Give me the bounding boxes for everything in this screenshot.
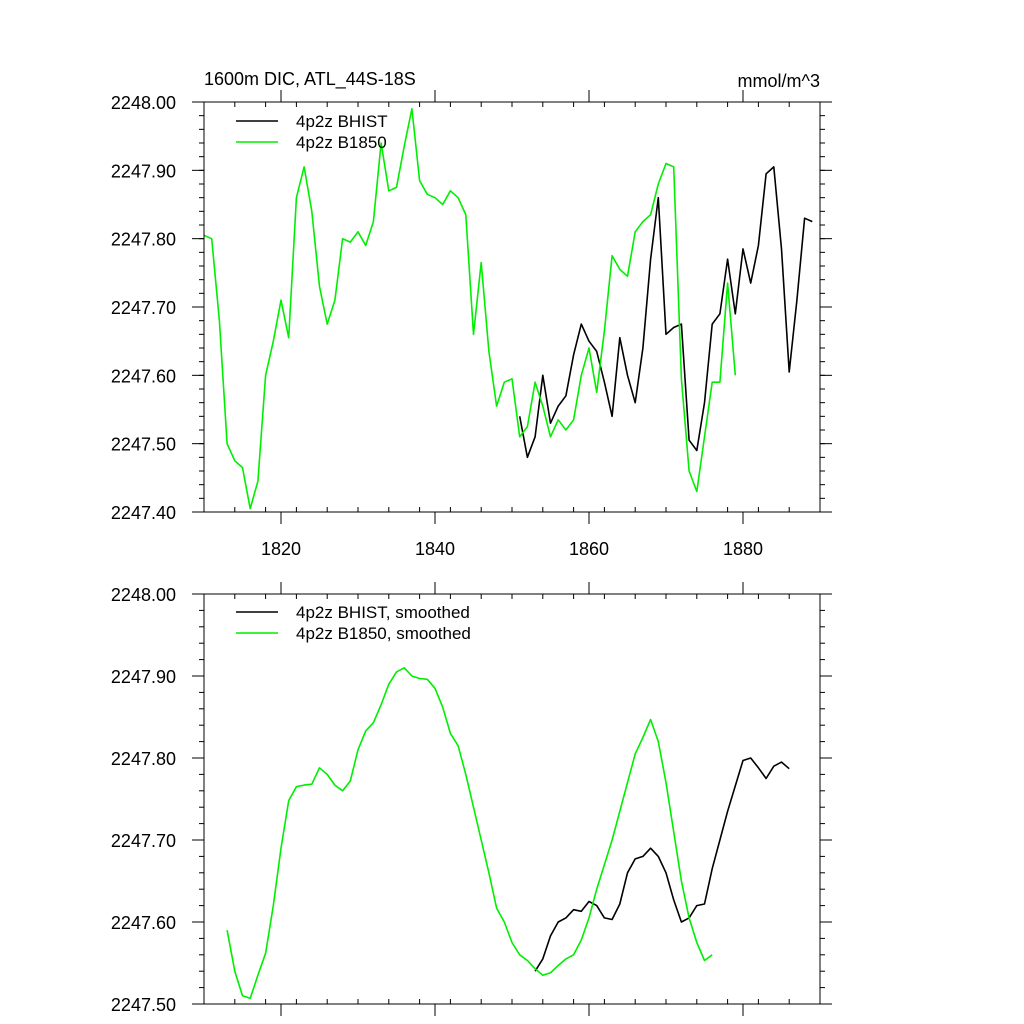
bottom-y-tick-label: 2248.00 [111, 585, 176, 605]
chart-title: 1600m DIC, ATL_44S-18S [204, 69, 416, 90]
bottom-axes: 2247.50 2247.60 2247.70 2247.80 2247.90 2248.… [111, 582, 832, 1016]
top-series-line-b1850 [203, 108, 737, 510]
top-y-tick-label: 2247.90 [111, 161, 176, 181]
top-y-tick-label: 2248.00 [111, 93, 176, 113]
bottom-series-group [226, 666, 790, 1000]
top-legend-label-b1850: 4p2z B1850 [296, 133, 387, 152]
bottom-series-line-b1850 [226, 666, 713, 1000]
bottom-y-tick-label: 2247.50 [111, 995, 176, 1015]
top-y-tick-label: 2247.80 [111, 230, 176, 250]
bottom-legend-label-bhist: 4p2z BHIST, smoothed [296, 603, 470, 622]
bottom-y-tick-label: 2247.80 [111, 749, 176, 769]
top-legend: 4p2z BHIST 4p2z B1850 [236, 112, 388, 152]
bottom-series-line-bhist [534, 757, 790, 972]
top-y-tick-label: 2247.40 [111, 503, 176, 523]
top-y-tick-label: 2247.70 [111, 298, 176, 318]
top-plot-frame [203, 101, 821, 513]
bottom-y-tick-label: 2247.90 [111, 667, 176, 687]
top-axes: 1820 1840 1860 1880 2247.40 2247.50 2247.60 224… [111, 90, 832, 559]
top-x-tick-label: 1880 [723, 539, 763, 559]
top-y-tick-label: 2247.60 [111, 366, 176, 386]
bottom-legend: 4p2z BHIST, smoothed 4p2z B1850, smoothe… [236, 603, 471, 643]
bottom-legend-label-b1850: 4p2z B1850, smoothed [296, 624, 471, 643]
top-x-tick-label: 1820 [261, 539, 301, 559]
bottom-y-tick-label: 2247.70 [111, 831, 176, 851]
top-y-tick-label: 2247.50 [111, 435, 176, 455]
top-panel: 1600m DIC, ATL_44S-18S mmol/m^3 1820 1840… [111, 69, 832, 559]
top-series-line-bhist [518, 166, 813, 459]
bottom-panel: 2247.50 2247.60 2247.70 2247.80 2247.90 2248.… [111, 582, 832, 1016]
top-x-tick-label: 1840 [415, 539, 455, 559]
bottom-y-tick-label: 2247.60 [111, 913, 176, 933]
top-legend-label-bhist: 4p2z BHIST [296, 112, 388, 131]
top-x-tick-label: 1860 [569, 539, 609, 559]
top-series-group [203, 108, 813, 510]
units-label: mmol/m^3 [738, 71, 820, 91]
